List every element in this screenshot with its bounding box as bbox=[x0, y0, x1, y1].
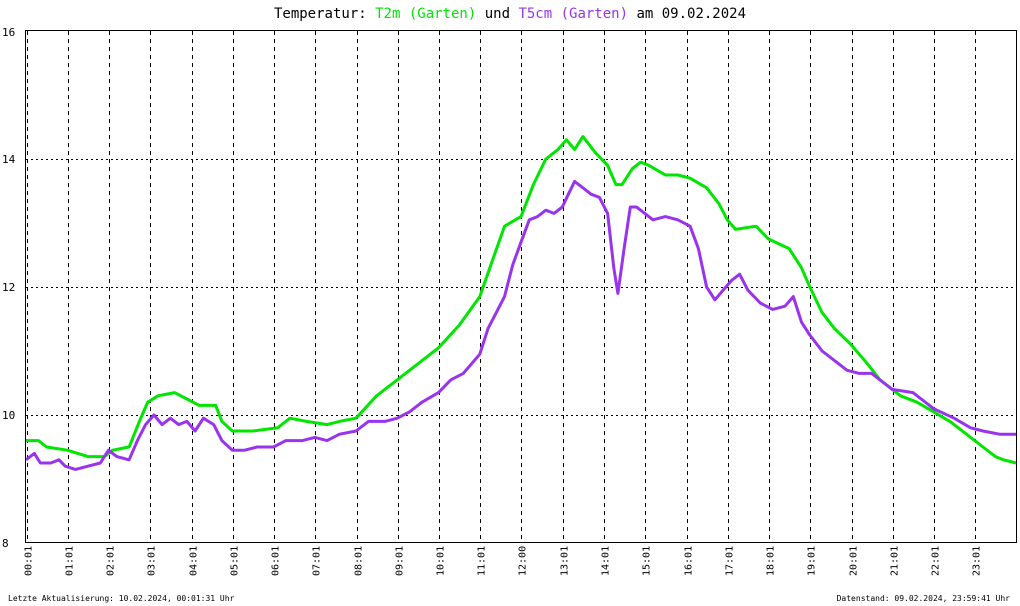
x-tick-label: 21:01 bbox=[890, 546, 901, 576]
series-line-t5cm bbox=[25, 179, 1016, 471]
x-tick-label: 00:01 bbox=[24, 546, 35, 576]
x-tick-label: 11:01 bbox=[477, 546, 488, 576]
x-tick-label: 15:01 bbox=[642, 546, 653, 576]
y-tick-label: 14 bbox=[2, 153, 16, 166]
footer-last-update: Letzte Aktualisierung: 10.02.2024, 00:01… bbox=[8, 594, 235, 603]
y-tick-label: 12 bbox=[2, 281, 15, 294]
x-tick-label: 03:01 bbox=[147, 546, 158, 576]
x-tick-label: 18:01 bbox=[766, 546, 777, 576]
x-tick-label: 05:01 bbox=[230, 546, 241, 576]
x-tick-label: 23:01 bbox=[972, 546, 983, 576]
y-tick-label: 8 bbox=[2, 537, 9, 550]
footer-data-status: Datenstand: 09.02.2024, 23:59:41 Uhr bbox=[837, 594, 1011, 603]
title-suffix: am 09.02.2024 bbox=[636, 6, 746, 22]
x-tick-label: 07:01 bbox=[312, 546, 323, 576]
x-tick-label: 13:01 bbox=[560, 546, 571, 576]
x-tick-label: 17:01 bbox=[725, 546, 736, 576]
y-tick-label: 10 bbox=[2, 409, 15, 422]
y-tick-labels: 8 10 12 14 16 bbox=[2, 26, 16, 550]
x-tick-label: 06:01 bbox=[271, 546, 282, 576]
x-tick-label: 20:01 bbox=[849, 546, 860, 576]
x-tick-label: 19:01 bbox=[807, 546, 818, 576]
x-tick-label: 01:01 bbox=[65, 546, 76, 576]
title-joiner: und bbox=[485, 6, 519, 22]
x-tick-label: 12:00 bbox=[518, 546, 529, 576]
title-prefix: Temperatur: bbox=[274, 6, 375, 22]
series-lines bbox=[25, 135, 1017, 471]
x-tick-label: 16:01 bbox=[684, 546, 695, 576]
x-tick-labels: 00:01 01:01 02:01 03:01 04:01 05:01 06:01 07:01… bbox=[24, 546, 983, 576]
x-tick-label: 08:01 bbox=[354, 546, 365, 576]
x-tick-label: 04:01 bbox=[189, 546, 200, 576]
title-series1: T2m (Garten) bbox=[375, 6, 476, 22]
title-series2: T5cm (Garten) bbox=[518, 6, 628, 22]
x-tick-label: 10:01 bbox=[436, 546, 447, 576]
x-tick-label: 14:01 bbox=[601, 546, 612, 576]
y-tick-label: 16 bbox=[2, 26, 15, 39]
plot-frame bbox=[25, 30, 1017, 543]
x-tick-label: 02:01 bbox=[106, 546, 117, 576]
chart-title: Temperatur: T2m (Garten) und T5cm (Garte… bbox=[274, 6, 746, 22]
x-tick-label: 22:01 bbox=[931, 546, 942, 576]
series-line-t2m bbox=[26, 135, 1017, 465]
x-tick-label: 09:01 bbox=[395, 546, 406, 576]
grid-lines bbox=[26, 31, 1016, 543]
